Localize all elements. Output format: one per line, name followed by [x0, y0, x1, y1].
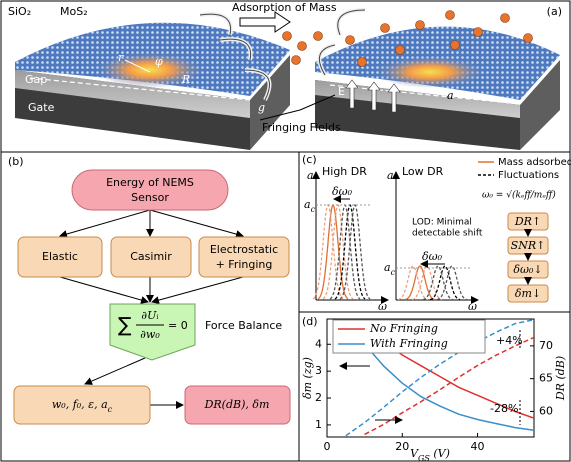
equation: ∂Uᵢ	[141, 309, 158, 322]
equation: = 0	[168, 319, 188, 332]
panel-label: (b)	[8, 155, 24, 168]
peak	[430, 266, 460, 300]
y2-tick-label: 65	[539, 372, 553, 385]
y-tick-label: 4	[315, 337, 322, 350]
peak	[412, 266, 442, 300]
label: Gap	[25, 73, 47, 86]
label: E	[338, 85, 345, 98]
flow-text: δm↓	[515, 287, 541, 300]
flow-text: DR↑	[514, 215, 541, 228]
node-text: Casimir	[130, 250, 172, 263]
node-text: Electrostatic	[210, 243, 278, 256]
label: Fringing Fields	[262, 121, 341, 134]
label: g	[258, 101, 265, 114]
peak	[423, 266, 453, 300]
x-axis-label-part: GS	[418, 454, 430, 462]
device-right	[315, 11, 560, 151]
c-peaks	[313, 199, 470, 300]
y-tick-label: 1	[315, 418, 322, 431]
y2-axis-label: DR (dB)	[554, 356, 567, 401]
axis-label: a	[307, 169, 314, 182]
legend-text: Fluctuations	[498, 170, 559, 181]
node-text: + Fringing	[216, 258, 273, 271]
peak	[405, 266, 435, 300]
peak	[335, 205, 365, 299]
axis-label: a	[387, 169, 394, 182]
node-text: Sensor	[131, 191, 169, 204]
flow-text: δω₀↓	[513, 263, 542, 276]
label: δω₀	[332, 185, 353, 198]
label: φ	[155, 55, 163, 68]
legend-text: No Fringing	[369, 322, 438, 335]
node-text: Energy of NEMS	[106, 176, 194, 189]
adsorption-arrow	[240, 12, 290, 32]
x-axis-label: VGS (V)	[410, 447, 450, 462]
axis-label: ω	[468, 300, 477, 313]
figure: SiO₂ MoS₂ Adsorption of Mass (a) Gap Gat…	[0, 0, 571, 462]
label: MoS₂	[60, 5, 88, 18]
c-flow: DR↑ SNR↑ δω₀↓ δm↓	[508, 213, 548, 302]
y2-tick-label: 60	[539, 404, 553, 417]
label: detectable shift	[412, 229, 483, 239]
flow-text: SNR↑	[511, 239, 546, 252]
equation: ω₀ = √(kₑff/mₑff)	[482, 190, 556, 201]
label: Low DR	[402, 165, 444, 178]
device-left	[15, 23, 290, 150]
label: δω₀	[422, 250, 443, 263]
label: Gate	[28, 101, 55, 114]
y2-tick-label: 70	[539, 339, 553, 352]
label: a	[447, 89, 454, 102]
node-text: DR(dB), δm	[204, 398, 270, 411]
peak	[437, 266, 467, 300]
x-axis-label-part: (V)	[430, 447, 450, 460]
legend-text: With Fringing	[370, 337, 448, 350]
x-tick-label: 20	[395, 440, 409, 453]
x-tick-label: 40	[471, 440, 485, 453]
annotation: +4%	[496, 334, 523, 347]
equation: ∂w₀	[140, 328, 160, 341]
panel-label: (d)	[302, 315, 318, 328]
label: R	[181, 73, 190, 86]
label: Adsorption of Mass	[232, 1, 337, 14]
legend-text: Mass adsorbed	[498, 157, 571, 168]
y-tick-label: 3	[315, 364, 322, 377]
axis-label: ac	[384, 261, 396, 277]
label: SiO₂	[8, 5, 31, 18]
axis-label: ac	[304, 198, 316, 214]
label: r	[118, 51, 124, 64]
label: Force Balance	[205, 319, 282, 332]
label: LOD: Minimal	[412, 218, 472, 228]
panel-label: (c)	[302, 153, 317, 166]
chart: (d) 0 20 40 1 2 3 4 60 65 70 VGS (V) δm (zg) DR (dB) N…	[301, 315, 567, 462]
label: High DR	[322, 165, 367, 178]
panel-label: (a)	[547, 5, 562, 18]
node-text: Elastic	[42, 250, 78, 263]
y-tick-label: 2	[315, 391, 322, 404]
equation: ∑	[118, 313, 132, 337]
axis-label: ω	[378, 300, 387, 313]
peak	[318, 205, 348, 299]
x-tick-label: 0	[324, 440, 331, 453]
annotation: -28%	[490, 402, 518, 415]
y-axis-label: δm (zg)	[301, 357, 314, 399]
